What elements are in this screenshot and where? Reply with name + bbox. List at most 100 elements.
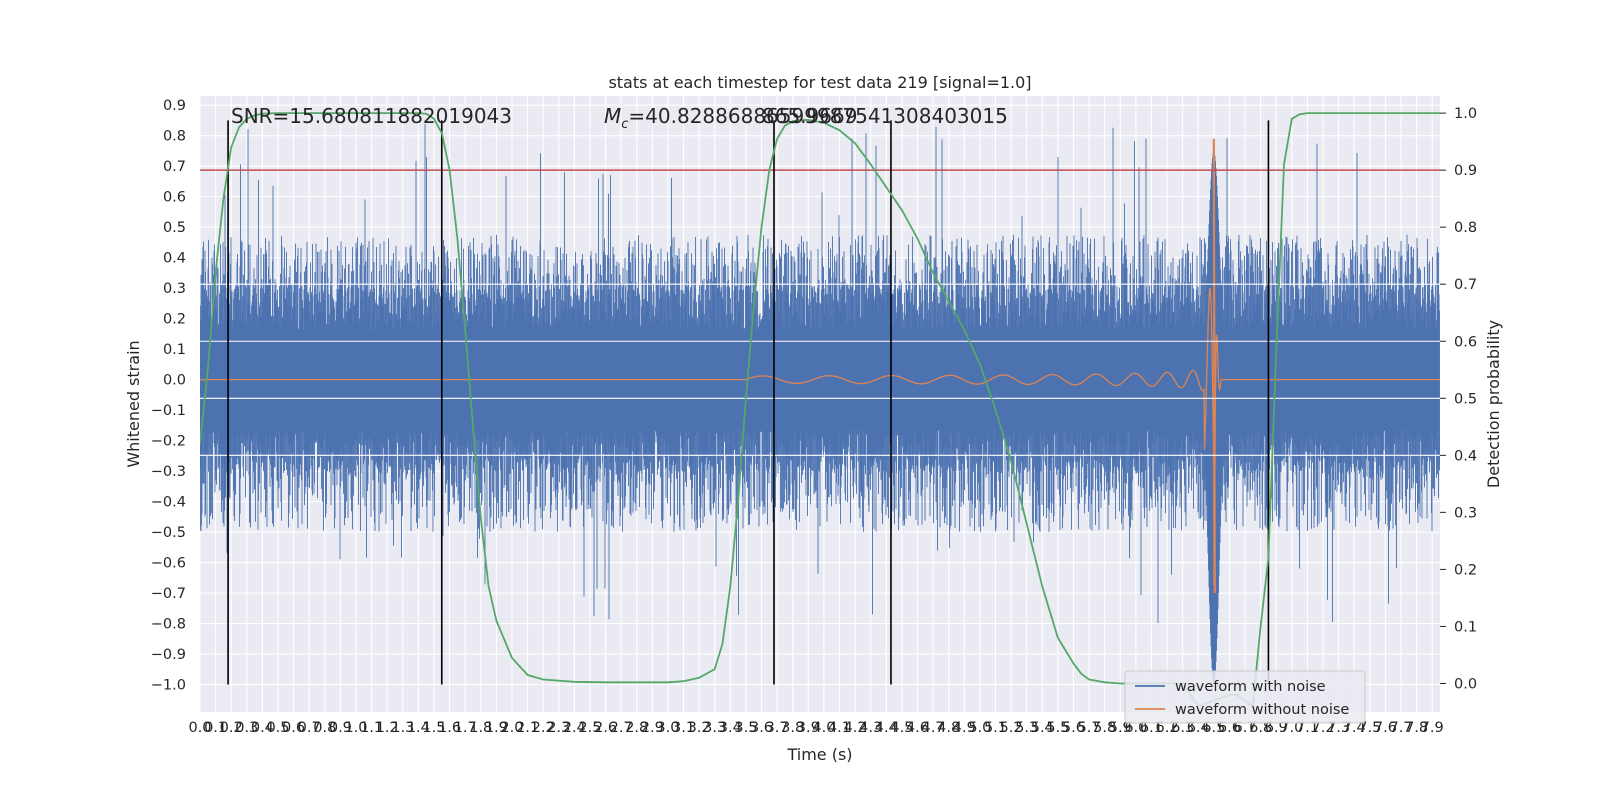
- y2-tick-label: 0.7: [1454, 277, 1477, 293]
- y2-tick-label: 0.9: [1454, 163, 1477, 179]
- x-tick-label: 7.3: [1327, 720, 1350, 736]
- x-tick-label: 3.5: [734, 720, 757, 736]
- x-tick-label: 0.5: [266, 720, 289, 736]
- merger-spike: [1212, 138, 1216, 594]
- legend: waveform with noise waveform without noi…: [1124, 670, 1366, 724]
- legend-label-noise: waveform with noise: [1175, 679, 1326, 695]
- chirp-mass-overprint: 865.9669: [762, 104, 857, 128]
- x-tick-label: 6.3: [1171, 720, 1194, 736]
- x-tick-label: 6.0: [1124, 720, 1147, 736]
- y-tick-labels: 0.9 0.8 0.7 0.6 0.5 0.4 0.3 0.2 0.1 0.0 −0.1 −0.2 −0…: [151, 98, 186, 693]
- x-tick-label: 4.5: [890, 720, 913, 736]
- x-tick-label: 4.9: [953, 720, 976, 736]
- x-tick-label: 2.8: [625, 720, 648, 736]
- x-tick-label: 7.5: [1358, 720, 1381, 736]
- x-tick-label: 1.7: [454, 720, 477, 736]
- x-tick-label: 2.9: [641, 720, 664, 736]
- x-tick-label: 1.4: [407, 720, 430, 736]
- x-tick-label: 2.7: [610, 720, 633, 736]
- x-tick-label: 4.3: [859, 720, 882, 736]
- x-tick-label: 0.9: [329, 720, 352, 736]
- y-tick-label: 0.3: [163, 281, 186, 297]
- x-tick-label: 0.8: [313, 720, 336, 736]
- x-tick-label: 7.6: [1374, 720, 1397, 736]
- x-tick-label: 3.9: [797, 720, 820, 736]
- y2-tick-label: 0.6: [1454, 334, 1477, 350]
- y-tick-label: −0.5: [151, 525, 186, 541]
- x-tick-label: 5.1: [984, 720, 1007, 736]
- chirp-mass-annotation: Mc=40.82886886599987541308403015: [604, 104, 1008, 132]
- y2-tick-label: 0.3: [1454, 505, 1477, 521]
- y2-tick-label: 0.1: [1454, 619, 1477, 635]
- x-tick-label: 6.9: [1265, 720, 1288, 736]
- x-tick-label: 6.6: [1218, 720, 1241, 736]
- x-tick-label: 6.8: [1249, 720, 1272, 736]
- y-tick-label: −0.8: [151, 617, 186, 633]
- x-tick-label: 0.4: [251, 720, 274, 736]
- x-axis-label: Time (s): [786, 745, 852, 764]
- x-tick-label: 1.2: [376, 720, 399, 736]
- plot-content: [200, 112, 1440, 708]
- x-tick-label: 0.3: [235, 720, 258, 736]
- x-tick-label: 5.4: [1031, 720, 1054, 736]
- x-tick-label: 7.7: [1389, 720, 1412, 736]
- x-tick-label: 0.0: [188, 720, 211, 736]
- x-tick-label: 3.7: [766, 720, 789, 736]
- x-tick-label: 1.0: [344, 720, 367, 736]
- y-tick-label: −0.2: [151, 434, 186, 450]
- x-tick-label: 5.2: [1000, 720, 1023, 736]
- x-tick-label: 5.8: [1093, 720, 1116, 736]
- x-tick-label: 3.1: [672, 720, 695, 736]
- x-tick-label: 0.6: [282, 720, 305, 736]
- y2-tick-label: 0.0: [1454, 676, 1477, 692]
- x-tick-label: 3.4: [719, 720, 742, 736]
- x-tick-label: 4.1: [828, 720, 851, 736]
- x-tick-label: 3.2: [688, 720, 711, 736]
- x-tick-label: 4.0: [812, 720, 835, 736]
- x-tick-label: 7.8: [1405, 720, 1428, 736]
- x-tick-label: 4.8: [937, 720, 960, 736]
- y2-tick-label: 0.8: [1454, 220, 1477, 236]
- x-tick-label: 7.2: [1311, 720, 1334, 736]
- y-tick-label: 0.2: [163, 312, 186, 328]
- x-tick-label: 3.3: [703, 720, 726, 736]
- x-tick-label: 1.5: [422, 720, 445, 736]
- series-waveform-without-noise: [200, 138, 1440, 594]
- x-tick-label: 0.7: [298, 720, 321, 736]
- x-tick-labels: 0.00.10.20.30.40.50.60.70.80.91.01.11.21…: [188, 720, 1443, 736]
- y-tick-label: −0.1: [151, 403, 186, 419]
- x-tick-label: 6.7: [1234, 720, 1257, 736]
- y-tick-label: −0.9: [151, 647, 186, 663]
- x-tick-label: 7.0: [1280, 720, 1303, 736]
- x-tick-label: 3.6: [750, 720, 773, 736]
- x-tick-label: 1.3: [391, 720, 414, 736]
- x-tick-label: 4.6: [906, 720, 929, 736]
- x-tick-label: 0.2: [220, 720, 243, 736]
- legend-box: [1124, 670, 1366, 724]
- series-waveform-with-noise: [200, 124, 1440, 685]
- x-tick-label: 2.0: [500, 720, 523, 736]
- chirp-mass-subscript: c: [621, 117, 628, 132]
- y2-tick-label: 0.5: [1454, 391, 1477, 407]
- snr-annotation: SNR=15.680811882019043: [231, 104, 512, 128]
- x-tick-label: 4.7: [922, 720, 945, 736]
- x-tick-label: 5.3: [1015, 720, 1038, 736]
- y-axis-label: Whitened strain: [124, 340, 143, 467]
- x-tick-label: 7.9: [1421, 720, 1444, 736]
- x-tick-label: 0.1: [204, 720, 227, 736]
- x-tick-label: 6.1: [1140, 720, 1163, 736]
- x-tick-label: 1.6: [438, 720, 461, 736]
- x-tick-label: 5.7: [1078, 720, 1101, 736]
- x-tick-label: 4.4: [875, 720, 898, 736]
- y-tick-label: 0.5: [163, 220, 186, 236]
- y-tick-label: −0.4: [151, 495, 186, 511]
- x-tick-label: 1.9: [485, 720, 508, 736]
- x-tick-label: 3.0: [656, 720, 679, 736]
- x-tick-label: 2.6: [594, 720, 617, 736]
- chirp-mass-symbol: M: [604, 104, 621, 128]
- clean-waveform-path: [200, 288, 1440, 586]
- x-tick-label: 6.2: [1156, 720, 1179, 736]
- x-tick-label: 7.4: [1343, 720, 1366, 736]
- y-tick-label: −0.6: [151, 556, 186, 572]
